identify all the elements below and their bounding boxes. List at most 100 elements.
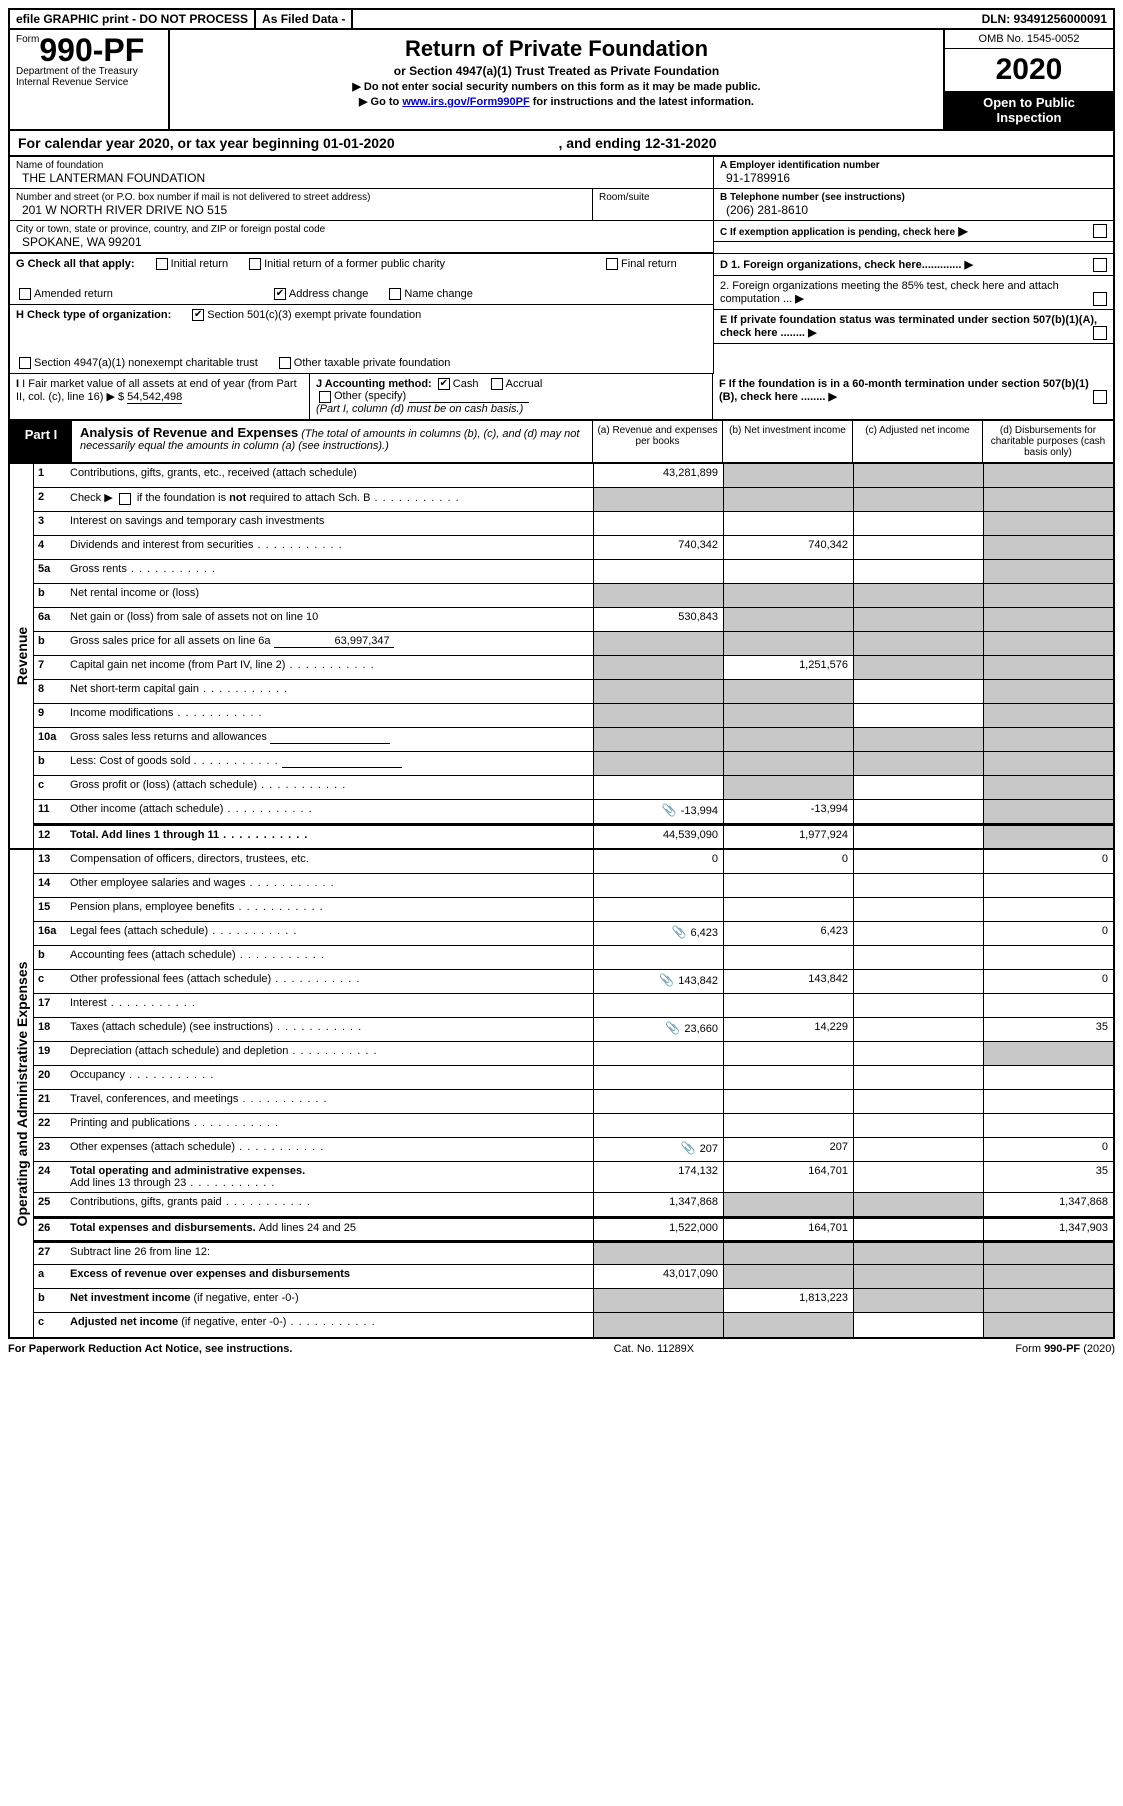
row11-a: 📎-13,994 (593, 800, 723, 823)
d1-checkbox[interactable] (1093, 258, 1107, 272)
cb-final[interactable] (606, 258, 618, 270)
cal-begin: 01-01-2020 (323, 135, 395, 151)
cal-end: 12-31-2020 (645, 135, 717, 151)
cb-schb[interactable] (119, 493, 131, 505)
d2-row: 2. Foreign organizations meeting the 85%… (714, 276, 1113, 310)
row3-desc: Interest on savings and temporary cash i… (66, 512, 593, 535)
row16a-d: 0 (983, 922, 1113, 945)
i-cell: I I Fair market value of all assets at e… (10, 374, 310, 419)
g-initial: Initial return (171, 258, 228, 270)
row13-desc: Compensation of officers, directors, tru… (66, 850, 593, 873)
row25-desc: Contributions, gifts, grants paid (66, 1193, 593, 1216)
row23-desc: Other expenses (attach schedule) (66, 1138, 593, 1161)
f-checkbox[interactable] (1093, 390, 1107, 404)
row18-b: 14,229 (723, 1018, 853, 1041)
ij-row: I I Fair market value of all assets at e… (8, 374, 1115, 421)
g-row: G Check all that apply: Initial return I… (10, 254, 713, 305)
row10c-desc: Gross profit or (loss) (attach schedule) (66, 776, 593, 799)
expenses-table: Operating and Administrative Expenses 13… (8, 850, 1115, 1339)
city-value: SPOKANE, WA 99201 (16, 235, 707, 249)
row16c-desc: Other professional fees (attach schedule… (66, 970, 593, 993)
instructions-link[interactable]: www.irs.gov/Form990PF (402, 96, 529, 108)
city-label: City or town, state or province, country… (16, 224, 707, 235)
foundation-name: THE LANTERMAN FOUNDATION (16, 171, 707, 185)
g-namechange: Name change (404, 288, 473, 300)
header-left: Form990-PF Department of the Treasury In… (10, 30, 170, 129)
row24-d: 35 (983, 1162, 1113, 1192)
row27c-desc: Adjusted net income (if negative, enter … (66, 1313, 593, 1337)
row11-b: -13,994 (723, 800, 853, 823)
cb-4947[interactable] (19, 357, 31, 369)
row5a-desc: Gross rents (66, 560, 593, 583)
cb-cash[interactable] (438, 378, 450, 390)
cb-501c3[interactable] (192, 309, 204, 321)
fmv-value: 54,542,498 (127, 391, 182, 404)
note2-pre: ▶ Go to (359, 96, 402, 108)
asfiled-label: As Filed Data - (256, 10, 353, 28)
attach-icon[interactable]: 📎 (662, 803, 677, 817)
row6b-desc: Gross sales price for all assets on line… (66, 632, 593, 655)
d2-checkbox[interactable] (1093, 292, 1107, 306)
form-prefix: Form (16, 34, 39, 45)
row27a-desc: Excess of revenue over expenses and disb… (66, 1265, 593, 1288)
h-opt2: Section 4947(a)(1) nonexempt charitable … (34, 357, 258, 369)
col-d-hdr: (d) Disbursements for charitable purpose… (983, 421, 1113, 462)
row10b-desc: Less: Cost of goods sold (66, 752, 593, 775)
c-checkbox[interactable] (1093, 224, 1107, 238)
row10a-desc: Gross sales less returns and allowances (66, 728, 593, 751)
revenue-vlabel: Revenue (10, 464, 34, 848)
row24-desc: Total operating and administrative expen… (66, 1162, 593, 1192)
row4-b: 740,342 (723, 536, 853, 559)
row27b-b: 1,813,223 (723, 1289, 853, 1312)
attach-icon[interactable]: 📎 (681, 1141, 696, 1155)
row4-a: 740,342 (593, 536, 723, 559)
calendar-row: For calendar year 2020, or tax year begi… (8, 131, 1115, 157)
row11-desc: Other income (attach schedule) (66, 800, 593, 823)
check-grid: G Check all that apply: Initial return I… (8, 253, 1115, 374)
cal-mid: , and ending (555, 135, 645, 151)
part1-title: Analysis of Revenue and Expenses (80, 425, 298, 440)
attach-icon[interactable]: 📎 (659, 973, 674, 987)
form-title: Return of Private Foundation (180, 36, 933, 62)
e-checkbox[interactable] (1093, 326, 1107, 340)
cb-other-taxable[interactable] (279, 357, 291, 369)
form-number: 990-PF (39, 32, 144, 68)
row15-desc: Pension plans, employee benefits (66, 898, 593, 921)
tax-year: 2020 (945, 49, 1113, 91)
row20-desc: Occupancy (66, 1066, 593, 1089)
row12-a: 44,539,090 (593, 826, 723, 848)
row24-a: 174,132 (593, 1162, 723, 1192)
efile-label: efile GRAPHIC print - DO NOT PROCESS (10, 10, 256, 28)
g-label: G Check all that apply: (16, 258, 135, 270)
part1-header: Part I Analysis of Revenue and Expenses … (8, 421, 1115, 464)
row27-desc: Subtract line 26 from line 12: (66, 1243, 593, 1264)
row6b-inline: 63,997,347 (274, 635, 394, 648)
cb-address-change[interactable] (274, 288, 286, 300)
d2-label: 2. Foreign organizations meeting the 85%… (720, 280, 1059, 305)
header-right: OMB No. 1545-0052 2020 Open to Public In… (943, 30, 1113, 129)
row16b-desc: Accounting fees (attach schedule) (66, 946, 593, 969)
cb-name-change[interactable] (389, 288, 401, 300)
row19-desc: Depreciation (attach schedule) and deple… (66, 1042, 593, 1065)
row13-b: 0 (723, 850, 853, 873)
row23-d: 0 (983, 1138, 1113, 1161)
row18-a: 📎23,660 (593, 1018, 723, 1041)
row23-b: 207 (723, 1138, 853, 1161)
row16a-b: 6,423 (723, 922, 853, 945)
cb-amended[interactable] (19, 288, 31, 300)
row16a-a: 📎6,423 (593, 922, 723, 945)
cal-pre: For calendar year 2020, or tax year begi… (18, 135, 323, 151)
row25-a: 1,347,868 (593, 1193, 723, 1216)
cb-accrual[interactable] (491, 378, 503, 390)
name-label: Name of foundation (16, 160, 707, 171)
cb-other[interactable] (319, 391, 331, 403)
cb-initial-former[interactable] (249, 258, 261, 270)
attach-icon[interactable]: 📎 (672, 925, 687, 939)
row7-b: 1,251,576 (723, 656, 853, 679)
e-label: E If private foundation status was termi… (720, 314, 1097, 339)
cb-initial[interactable] (156, 258, 168, 270)
omb-label: OMB No. 1545-0052 (945, 30, 1113, 49)
g-final: Final return (621, 258, 677, 270)
footer-right: Form 990-PF (2020) (1015, 1343, 1115, 1355)
attach-icon[interactable]: 📎 (665, 1021, 680, 1035)
